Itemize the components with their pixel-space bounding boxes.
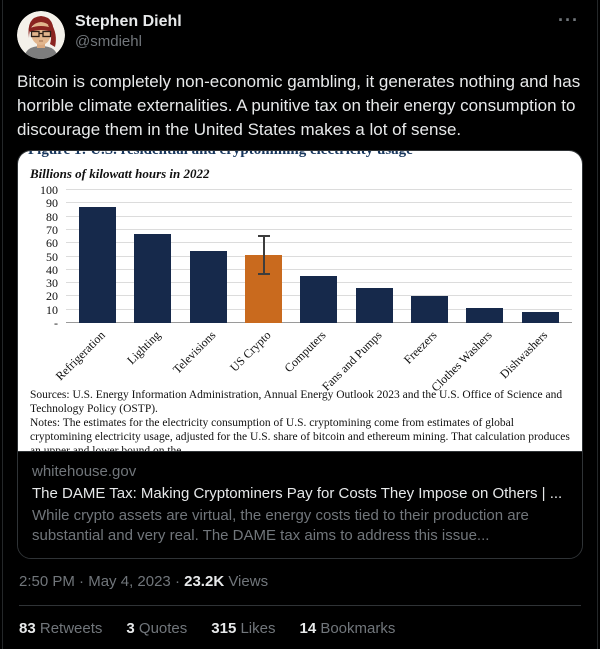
bar-freezers	[411, 296, 449, 323]
stat-count: 3	[126, 620, 135, 637]
stat-retweets[interactable]: 83 Retweets	[19, 619, 102, 639]
stat-likes[interactable]: 315 Likes	[211, 619, 275, 639]
stat-label: Likes	[236, 620, 276, 637]
figure-sources: Sources: U.S. Energy Information Adminis…	[30, 389, 563, 415]
stat-label: Bookmarks	[316, 620, 396, 637]
tweet-text: Bitcoin is completely non-economic gambl…	[17, 72, 581, 139]
bar-clothes-washers	[466, 308, 504, 323]
separator: ·	[174, 573, 180, 590]
stat-label: Retweets	[35, 620, 103, 637]
card-body: whitehouse.gov The DAME Tax: Making Cryp…	[18, 451, 582, 558]
views-label: Views	[228, 573, 269, 590]
bar-slot	[181, 190, 236, 323]
bar-televisions	[189, 251, 227, 323]
post-time: 2:50 PM	[19, 573, 75, 590]
bar-slot	[70, 190, 125, 323]
gridline	[66, 255, 572, 257]
link-card[interactable]: Figure 1: U.S. residential and cryptomin…	[17, 150, 583, 559]
bar-slot	[402, 190, 457, 323]
stat-label: Quotes	[134, 620, 188, 637]
bar-slot	[236, 190, 291, 323]
card-description: While crypto assets are virtual, the ene…	[32, 507, 529, 544]
x-axis-label: Refrigeration	[52, 328, 108, 384]
figure-notes: Notes: The estimates for the electricity…	[30, 417, 570, 451]
y-tick-label: 50	[46, 249, 58, 264]
bar-lighting	[134, 233, 172, 323]
views-count: 23.2K	[184, 573, 225, 590]
y-tick-label: 70	[46, 222, 58, 237]
chart-plot: -10 20 30 40 50 60 70 80 90 100	[40, 183, 572, 330]
display-name[interactable]: Stephen Diehl	[75, 13, 182, 30]
bar-slot	[291, 190, 346, 323]
bar-refrigeration	[79, 207, 117, 323]
avatar[interactable]	[17, 11, 65, 59]
user-handle[interactable]: @smdiehl	[75, 33, 142, 50]
x-labels: Refrigeration Lighting Televisions US Crypt…	[52, 324, 572, 394]
bar-computers	[300, 276, 338, 323]
bar-slot	[347, 190, 402, 323]
bar-slot	[513, 190, 568, 323]
y-tick-label: 90	[46, 196, 58, 211]
bar-fans-and-pumps	[355, 288, 393, 323]
gridline	[66, 202, 572, 204]
bar-dishwashers	[521, 312, 559, 323]
stat-count: 14	[299, 620, 317, 637]
y-tick-label: 10	[46, 302, 58, 317]
error-bar	[257, 235, 271, 276]
y-tick-label: -	[54, 316, 58, 330]
y-tick-label: 20	[46, 289, 58, 304]
timestamp-row: 2:50 PM · May 4, 2023 · 23.2K Views	[19, 572, 583, 592]
figure-title: Figure 1: U.S. residential and cryptomin…	[28, 151, 572, 158]
tweet-header: Stephen Diehl @smdiehl ···	[3, 0, 597, 59]
stat-quotes[interactable]: 3 Quotes	[126, 619, 187, 639]
gridline	[66, 189, 572, 190]
bars-row	[66, 190, 572, 323]
y-tick-label: 30	[46, 276, 58, 291]
x-axis-label: Freezers	[400, 328, 440, 367]
gridline	[66, 228, 572, 230]
avatar-illustration	[17, 11, 65, 59]
user-info: Stephen Diehl @smdiehl	[75, 11, 554, 52]
stat-count: 315	[211, 620, 237, 637]
divider	[19, 605, 581, 606]
more-icon[interactable]: ···	[558, 10, 579, 30]
stat-count: 83	[19, 620, 36, 637]
chart-figure: Figure 1: U.S. residential and cryptomin…	[18, 151, 582, 451]
bar-slot	[457, 190, 512, 323]
post-date: May 4, 2023	[88, 573, 171, 590]
y-tick-label: 80	[46, 209, 58, 224]
figure-subtitle: Billions of kilowatt hours in 2022	[30, 166, 210, 181]
card-domain: whitehouse.gov	[32, 463, 137, 480]
gridline	[66, 242, 572, 244]
gridline	[66, 215, 572, 217]
gridline	[66, 268, 572, 270]
engagement-row: 83 Retweets 3 Quotes 315 Likes 14 Bookmarks	[19, 619, 581, 639]
y-tick-label: 60	[46, 236, 58, 251]
card-title: The DAME Tax: Making Cryptominers Pay fo…	[32, 485, 563, 502]
y-tick-label: 100	[40, 183, 58, 197]
x-axis-label: Lighting	[123, 328, 163, 368]
bar-slot	[125, 190, 180, 323]
separator: ·	[79, 573, 85, 590]
y-tick-label: 40	[46, 262, 58, 277]
stat-bookmarks[interactable]: 14 Bookmarks	[299, 619, 395, 639]
